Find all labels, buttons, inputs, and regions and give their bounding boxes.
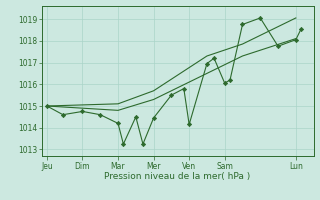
X-axis label: Pression niveau de la mer( hPa ): Pression niveau de la mer( hPa ) [104, 172, 251, 181]
